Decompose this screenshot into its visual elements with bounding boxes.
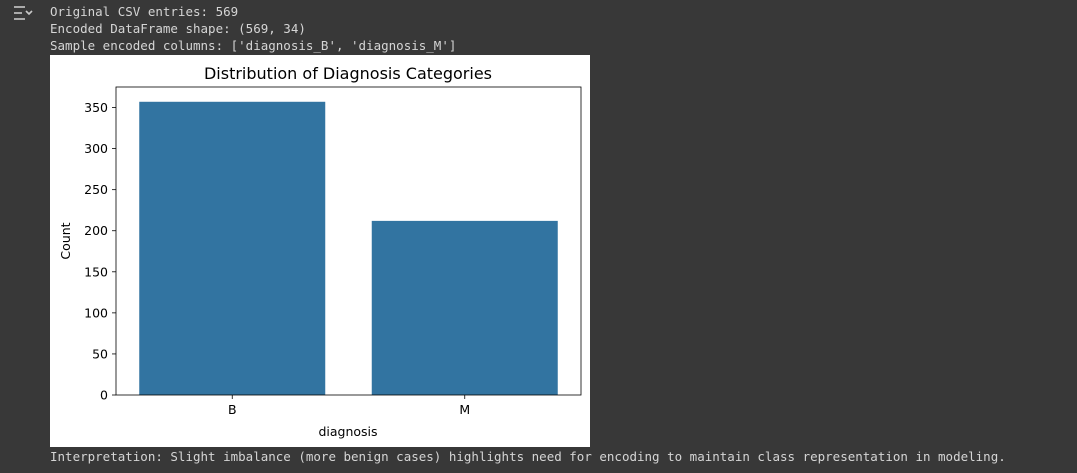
y-tick-label: 150 <box>84 264 108 279</box>
chart-title: Distribution of Diagnosis Categories <box>204 64 492 83</box>
y-tick-label: 200 <box>84 223 108 238</box>
y-tick-label: 100 <box>84 305 108 320</box>
x-tick-label: B <box>228 402 237 417</box>
output-line-dataframe-shape: Encoded DataFrame shape: (569, 34) <box>50 21 306 36</box>
bar-B <box>139 101 326 395</box>
output-collapse-icon[interactable] <box>12 4 36 22</box>
y-tick-label: 350 <box>84 100 108 115</box>
y-tick-label: 300 <box>84 141 108 156</box>
interpretation-text: Interpretation: Slight imbalance (more b… <box>50 449 1006 464</box>
y-axis-label: Count <box>58 222 73 259</box>
chart-figure: Distribution of Diagnosis Categories Cou… <box>50 55 590 447</box>
x-axis-label: diagnosis <box>318 424 377 439</box>
y-tick-label: 250 <box>84 182 108 197</box>
output-toggle[interactable] <box>0 0 42 473</box>
x-tick-label: M <box>459 402 470 417</box>
y-tick-label: 50 <box>92 346 108 361</box>
output-line-csv-entries: Original CSV entries: 569 <box>50 4 239 19</box>
plot-frame <box>115 86 582 396</box>
bar-chart: Distribution of Diagnosis Categories Cou… <box>58 64 582 439</box>
bar-M <box>371 220 558 395</box>
output-line-encoded-columns: Sample encoded columns: ['diagnosis_B', … <box>50 38 457 53</box>
y-tick-label: 0 <box>100 388 108 403</box>
